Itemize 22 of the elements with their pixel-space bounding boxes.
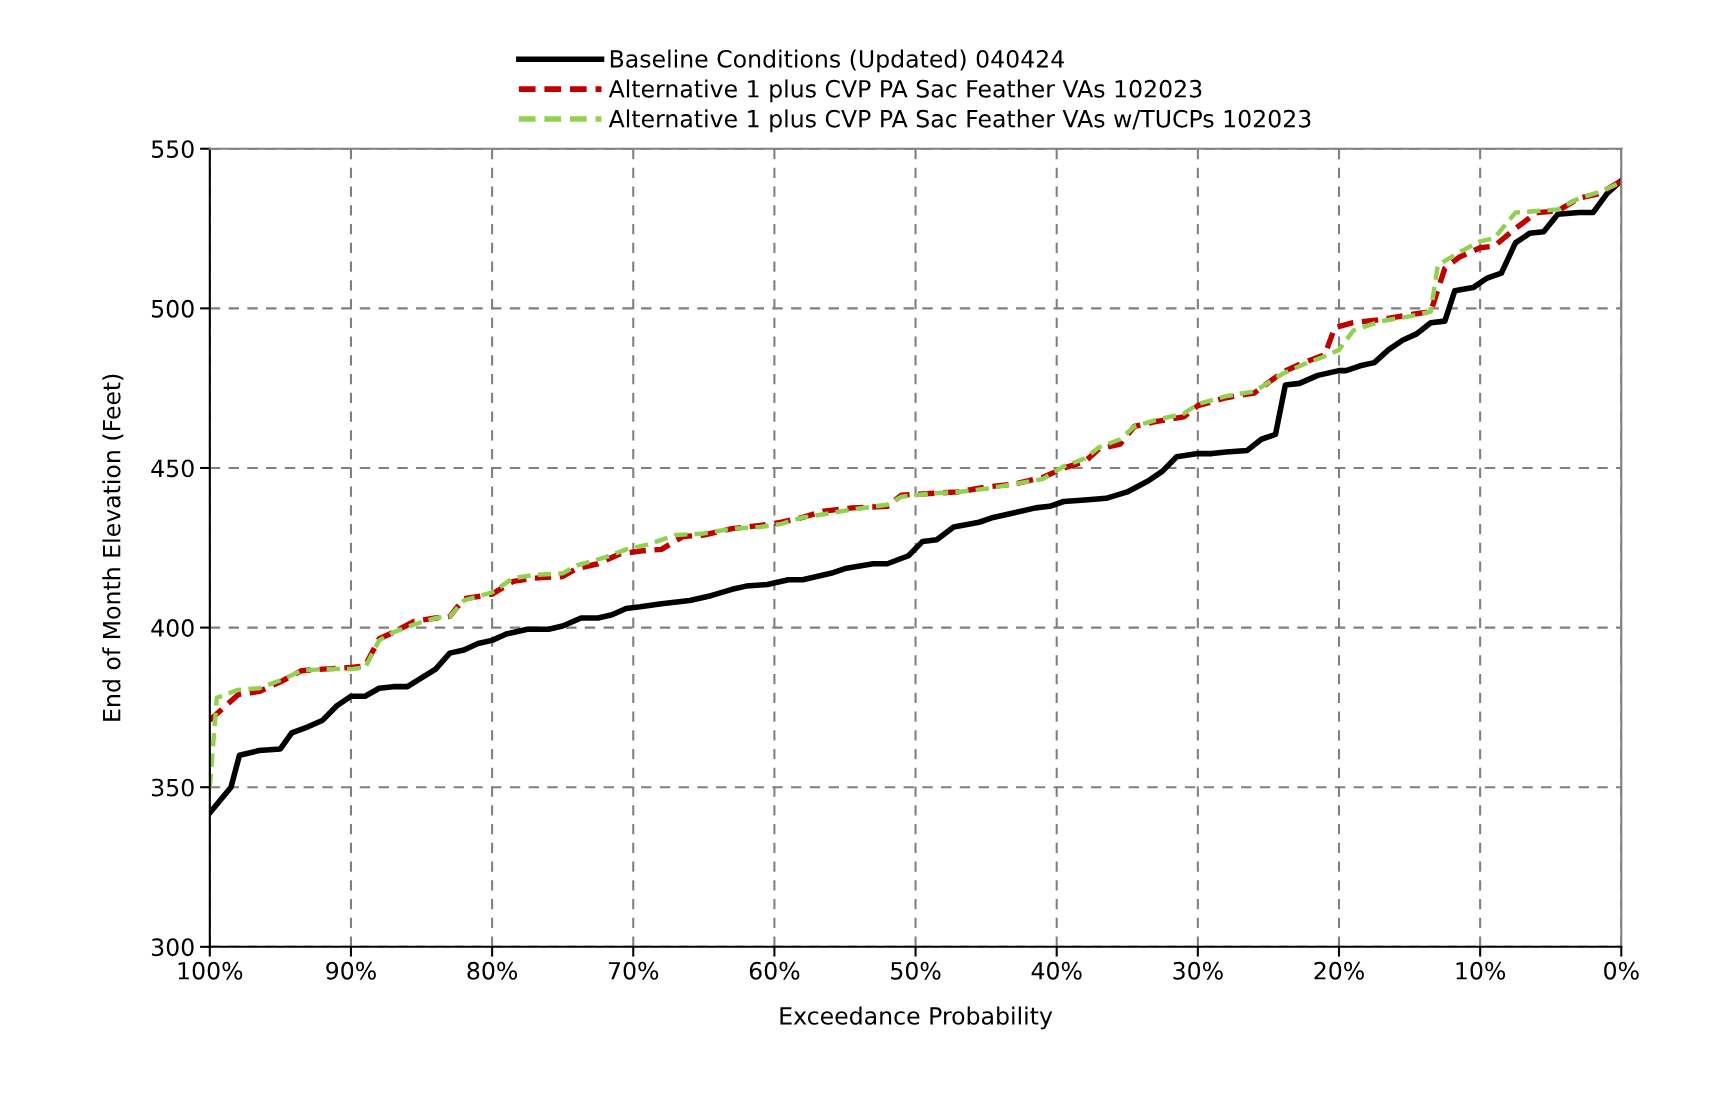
x-tick-label: 60% bbox=[749, 961, 800, 980]
x-tick-label: 10% bbox=[1456, 961, 1506, 980]
x-tick-label: 20% bbox=[1314, 961, 1364, 980]
x-tick-label: 90% bbox=[326, 961, 376, 980]
x-tick-label: 80% bbox=[467, 961, 518, 980]
y-tick-label: 300 bbox=[151, 938, 194, 957]
legend-label: Alternative 1 plus CVP PA Sac Feather VAs 102023 bbox=[608, 79, 1202, 103]
x-axis-title: Exceedance Probability bbox=[780, 1006, 1053, 1030]
y-tick-label: 400 bbox=[151, 619, 194, 637]
x-tick-label: 50% bbox=[891, 961, 941, 980]
x-tick-label: 0% bbox=[1604, 961, 1639, 980]
legend-label: Alternative 1 plus CVP PA Sac Feather VAs w/TUCPs 102023 bbox=[608, 109, 1311, 133]
x-tick-label: 40% bbox=[1031, 961, 1082, 980]
y-tick-label: 550 bbox=[151, 140, 194, 159]
x-tick-label: 100% bbox=[178, 961, 243, 980]
y-tick-label: 500 bbox=[151, 299, 194, 318]
y-tick-label: 450 bbox=[151, 459, 194, 478]
x-tick-label: 30% bbox=[1173, 961, 1223, 980]
legend-label: Baseline Conditions (Updated) 040424 bbox=[610, 49, 1064, 73]
y-axis-title: End of Month Elevation (Feet) bbox=[102, 374, 124, 721]
x-tick-label: 70% bbox=[608, 961, 659, 980]
y-tick-label: 350 bbox=[151, 778, 194, 797]
